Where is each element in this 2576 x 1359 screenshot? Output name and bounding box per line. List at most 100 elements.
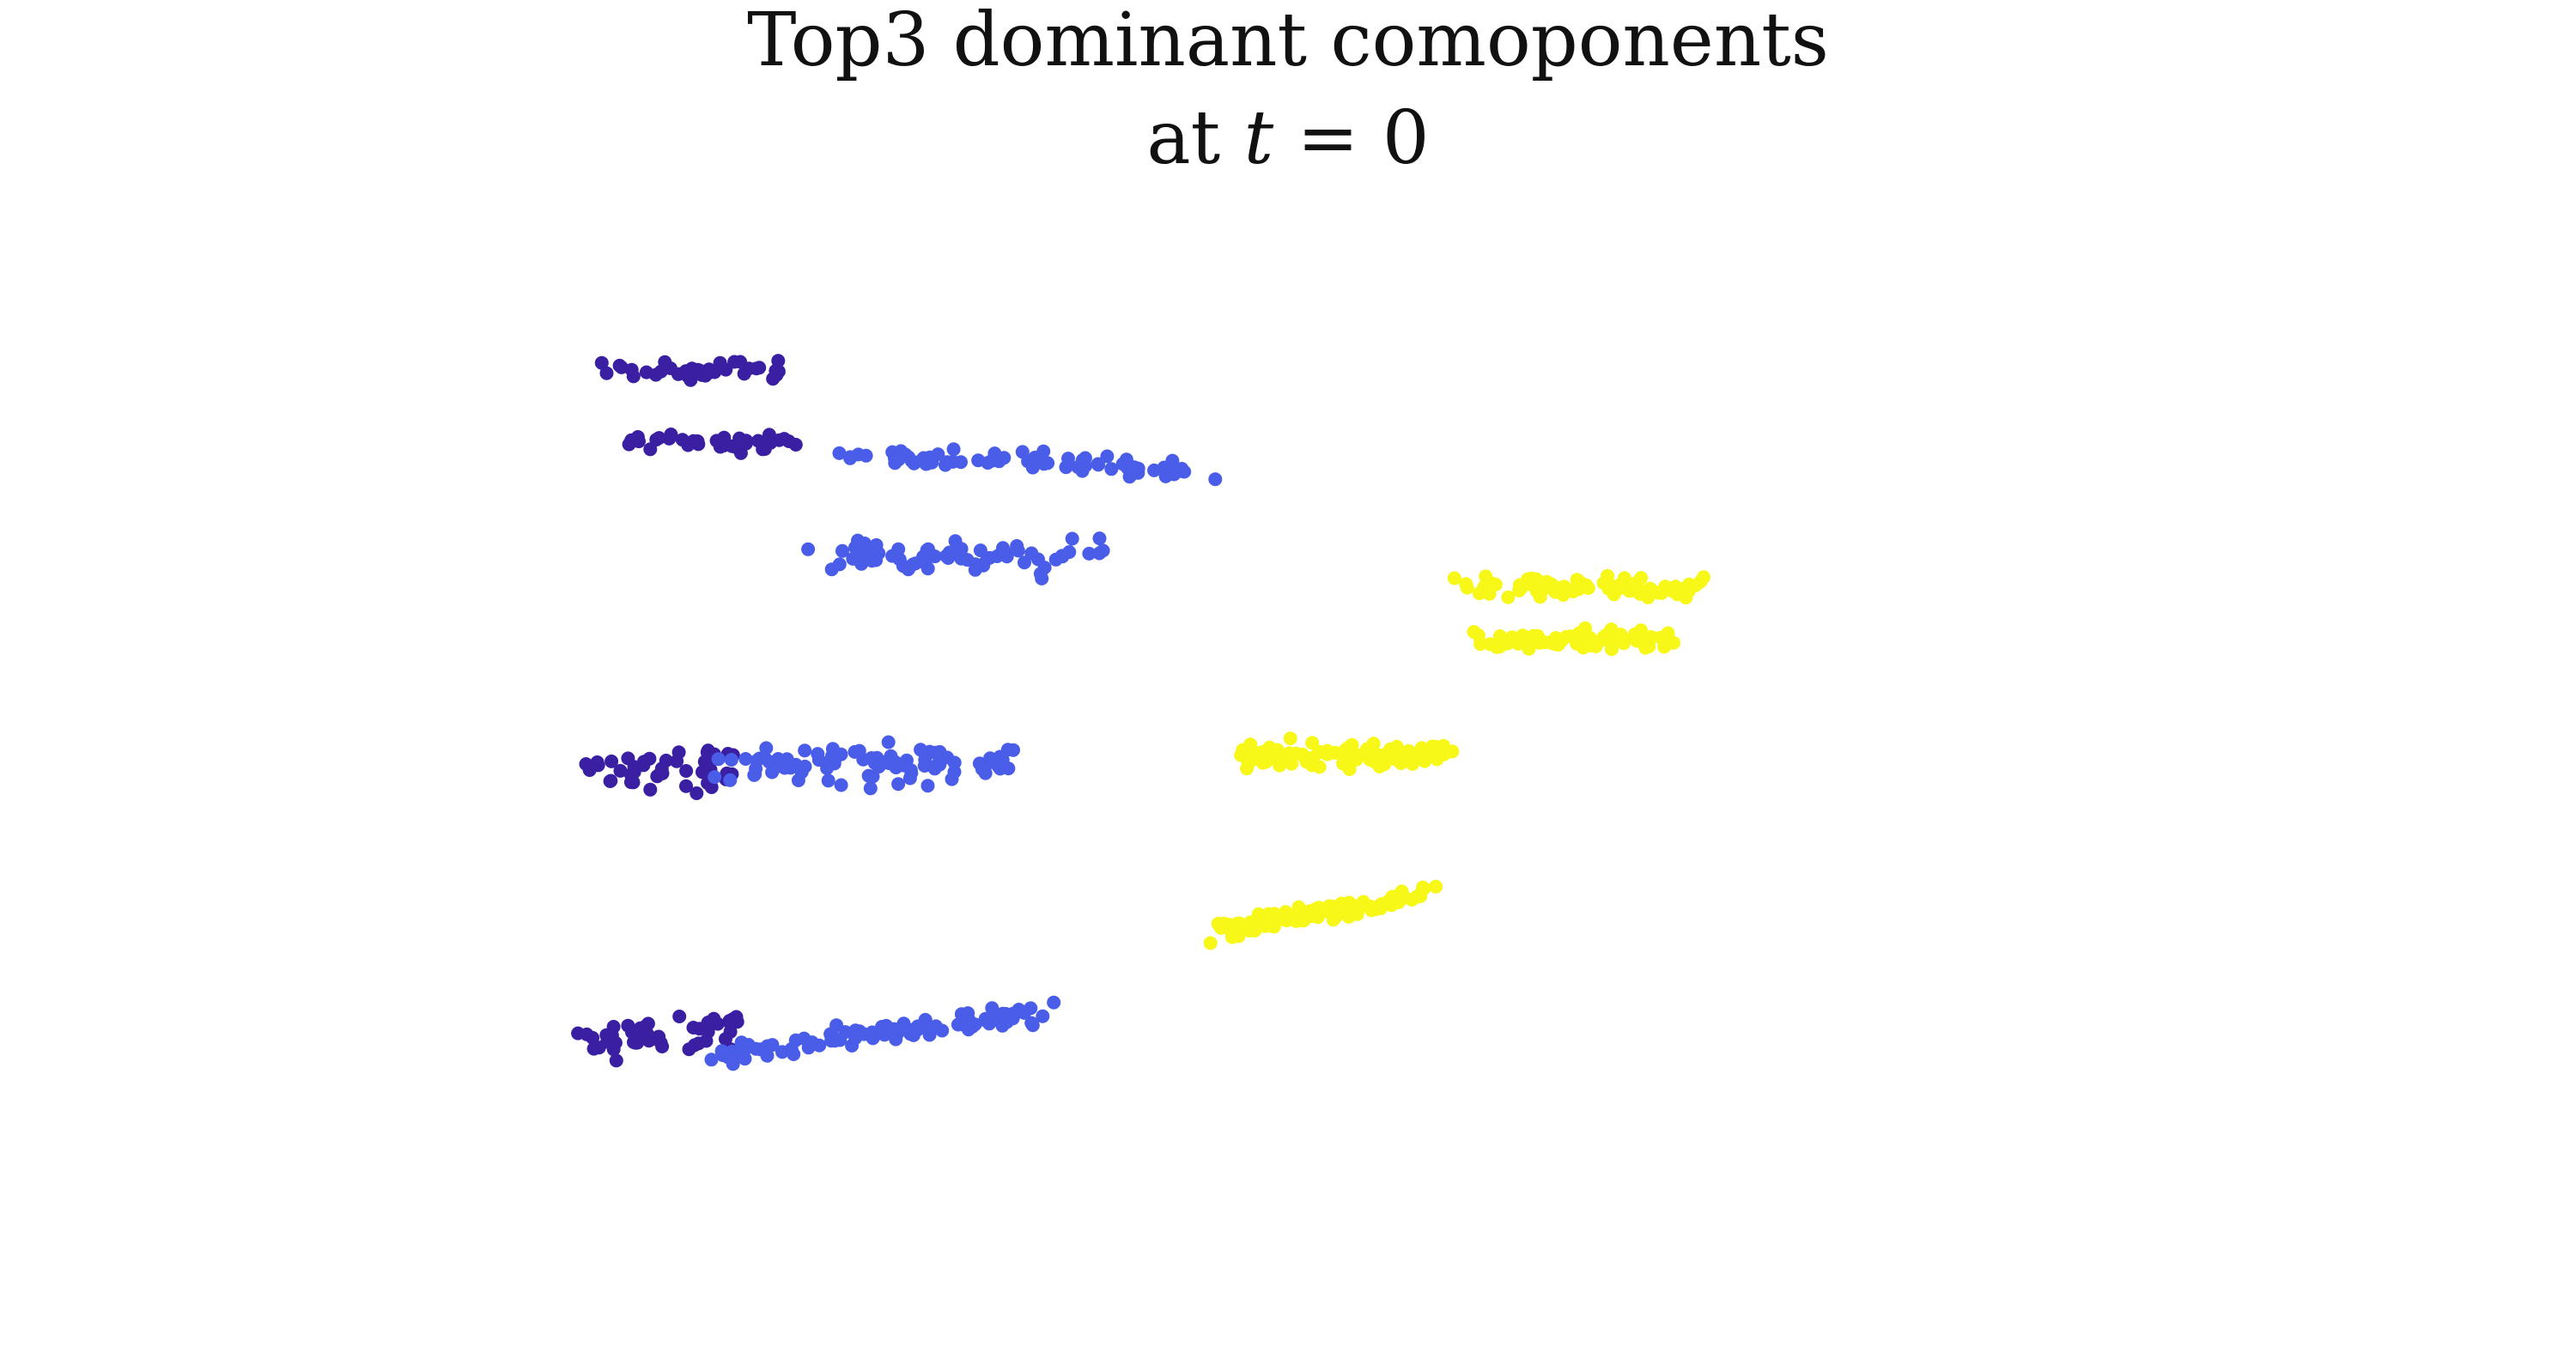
data-point — [671, 745, 686, 760]
data-point — [630, 1035, 645, 1050]
data-point — [614, 360, 629, 374]
data-point — [969, 557, 982, 572]
cluster-8 — [1234, 731, 1460, 776]
data-point — [848, 1031, 863, 1046]
chart-title-suffix: = 0 — [1273, 95, 1430, 181]
data-point — [788, 438, 803, 452]
data-point — [870, 546, 884, 561]
data-point — [605, 754, 619, 768]
data-point — [1311, 901, 1326, 915]
data-point — [760, 1039, 775, 1053]
data-point — [1595, 633, 1610, 646]
data-point — [1341, 740, 1356, 755]
data-point — [885, 549, 900, 563]
data-point — [621, 1018, 635, 1033]
data-point — [956, 1017, 970, 1032]
data-point — [788, 757, 803, 772]
data-point — [939, 458, 952, 472]
data-point — [1540, 574, 1554, 589]
data-point — [914, 453, 928, 468]
data-point — [1299, 755, 1314, 769]
data-point — [1104, 462, 1119, 476]
data-point — [1065, 531, 1079, 546]
data-point — [996, 541, 1010, 555]
data-point — [606, 1042, 621, 1057]
data-point — [1121, 461, 1135, 476]
data-point — [1011, 543, 1025, 558]
data-point — [641, 1034, 656, 1048]
chart-title-variable: t — [1243, 95, 1274, 181]
data-point — [1036, 457, 1051, 471]
data-point — [834, 747, 848, 761]
data-point — [1501, 590, 1516, 604]
data-point — [713, 355, 727, 370]
cluster-3 — [801, 531, 1110, 585]
data-point — [1473, 637, 1488, 652]
data-point — [922, 1028, 937, 1042]
data-point — [592, 1040, 606, 1055]
data-point — [879, 1018, 894, 1033]
data-point — [690, 786, 704, 800]
data-point — [1147, 463, 1162, 477]
data-point — [954, 551, 969, 566]
data-point — [975, 761, 989, 776]
data-point — [643, 442, 658, 457]
data-point — [653, 364, 668, 379]
data-point — [1522, 641, 1536, 656]
data-point — [948, 534, 963, 549]
data-point — [787, 1047, 801, 1061]
data-point — [1024, 1001, 1038, 1016]
data-point — [1410, 889, 1425, 904]
cluster-10 — [704, 995, 1061, 1071]
data-point — [1607, 587, 1621, 602]
data-point — [1490, 640, 1504, 654]
data-point — [1372, 759, 1387, 774]
data-point — [769, 753, 784, 767]
chart-title-line1: Top3 dominant comoponents — [747, 0, 1829, 83]
data-point — [1075, 464, 1090, 478]
data-point — [1352, 748, 1366, 762]
cluster-7 — [708, 735, 1020, 796]
data-point — [738, 1042, 752, 1057]
data-point — [1657, 640, 1672, 654]
data-point — [999, 1015, 1014, 1029]
data-point — [1524, 571, 1539, 585]
data-point — [825, 1028, 840, 1043]
data-point — [991, 756, 1005, 771]
data-point — [662, 431, 677, 446]
data-point — [679, 779, 693, 793]
data-point — [682, 1042, 696, 1057]
data-point — [1272, 912, 1286, 926]
cluster-4 — [1447, 568, 1710, 605]
data-point — [1557, 579, 1571, 594]
data-point — [1305, 736, 1320, 750]
data-point — [654, 761, 669, 776]
data-point — [639, 1019, 653, 1034]
data-point — [889, 761, 903, 774]
data-point — [1037, 561, 1052, 575]
data-point — [708, 770, 722, 785]
data-point — [1100, 449, 1115, 464]
data-point — [1529, 584, 1544, 598]
cluster-0 — [594, 354, 786, 387]
data-point — [914, 743, 928, 757]
data-point — [1261, 907, 1276, 921]
data-point — [704, 1053, 719, 1067]
data-point — [1614, 577, 1628, 592]
data-point — [1036, 1009, 1050, 1023]
data-point — [939, 549, 954, 563]
data-point — [715, 1048, 730, 1063]
data-point — [733, 446, 748, 460]
data-point — [759, 741, 774, 755]
data-point — [987, 1005, 1001, 1020]
data-point — [749, 1041, 763, 1056]
data-point — [903, 763, 918, 778]
data-point — [1091, 457, 1105, 471]
data-point — [846, 551, 860, 566]
data-point — [1611, 628, 1625, 643]
data-point — [1291, 900, 1306, 914]
data-point — [1061, 452, 1075, 466]
data-point — [643, 782, 658, 797]
data-point — [811, 747, 825, 761]
data-point — [580, 1027, 594, 1041]
